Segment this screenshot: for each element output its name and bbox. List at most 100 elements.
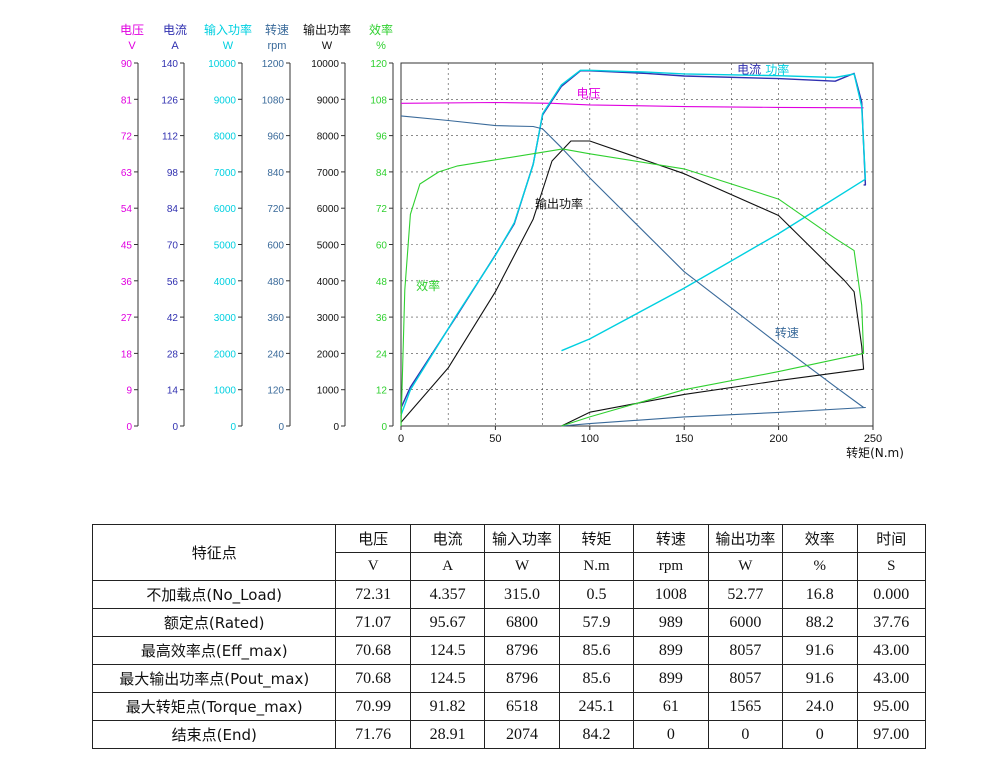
col-header-time: 时间 (856, 524, 927, 553)
unit-speed: rpm (633, 552, 709, 581)
unit-output-power: W (707, 552, 784, 581)
axis-tick-label: 45 (121, 241, 133, 252)
axis-unit: rpm (268, 40, 287, 52)
table-cell: 8796 (484, 664, 560, 693)
table-cell: 899 (633, 664, 709, 693)
table-row: 最大转矩点(Torque_max) 70.99 91.82 6518 245.1 61 15… (91, 692, 927, 721)
axis-tick-label: 840 (267, 168, 284, 179)
axis-title: 电压 (120, 23, 144, 37)
axis-tick-label: 8000 (317, 132, 340, 143)
axis-tick-label: 3000 (214, 313, 237, 324)
table-cell: 85.6 (558, 636, 635, 665)
axis-tick-label: 96 (376, 132, 388, 143)
row-label: 额定点(Rated) (91, 608, 337, 637)
x-tick-label: 0 (398, 433, 404, 445)
table-cell: 8057 (707, 636, 784, 665)
table-cell: 0.5 (558, 580, 635, 609)
axis-tick-label: 3000 (317, 313, 340, 324)
table-cell: 0 (633, 720, 709, 749)
axis-unit: V (128, 40, 136, 52)
axis-title: 输入功率 (204, 22, 252, 37)
axis-tick-label: 4000 (317, 277, 340, 288)
table-cell: 6000 (707, 608, 784, 637)
axis-tick-label: 84 (376, 168, 388, 179)
series-annotation: 转速 (775, 325, 799, 340)
axis-tick-label: 42 (167, 313, 179, 324)
row-label: 最大输出功率点(Pout_max) (91, 664, 337, 693)
table-cell: 989 (633, 608, 709, 637)
table-cell: 315.0 (484, 580, 560, 609)
table-cell: 72.31 (335, 580, 411, 609)
table-cell: 95.00 (856, 692, 927, 721)
axis-tick-label: 5000 (317, 241, 340, 252)
axis-tick-label: 72 (121, 132, 133, 143)
axis-tick-label: 24 (376, 349, 388, 360)
unit-efficiency: % (782, 552, 858, 581)
axis-title: 转速 (265, 22, 289, 37)
unit-time: S (856, 552, 927, 581)
table-body: 不加载点(No_Load) 72.31 4.357 315.0 0.5 1008 52.77… (91, 580, 927, 749)
row-label: 不加载点(No_Load) (91, 580, 337, 609)
axis-tick-label: 9 (126, 386, 132, 397)
axis-tick-label: 63 (121, 168, 133, 179)
axis-tick-label: 18 (121, 349, 133, 360)
axis-tick-label: 120 (267, 386, 284, 397)
table-cell: 71.07 (335, 608, 411, 637)
table-cell: 124.5 (409, 664, 486, 693)
table-cell: 70.68 (335, 664, 411, 693)
col-header-output-power: 输出功率 (707, 524, 784, 553)
table-cell: 1008 (633, 580, 709, 609)
table-cell: 43.00 (856, 636, 927, 665)
axis-tick-label: 7000 (214, 168, 237, 179)
table-corner-header: 特征点 (91, 524, 337, 581)
unit-input-power: W (484, 552, 560, 581)
table-cell: 245.1 (558, 692, 635, 721)
axis-tick-label: 140 (161, 59, 178, 70)
table-cell: 16.8 (782, 580, 858, 609)
table-cell: 0 (707, 720, 784, 749)
table-cell: 8796 (484, 636, 560, 665)
table-row: 最高效率点(Eff_max) 70.68 124.5 8796 85.6 899 8057 9… (91, 636, 927, 665)
col-header-efficiency: 效率 (782, 524, 858, 553)
series-line (400, 69, 867, 416)
table-cell: 91.6 (782, 664, 858, 693)
axis-tick-label: 2000 (317, 349, 340, 360)
axis-tick-label: 6000 (214, 204, 237, 215)
row-label: 结束点(End) (91, 720, 337, 749)
x-tick-label: 200 (769, 433, 787, 445)
axis-tick-label: 4000 (214, 277, 237, 288)
table-row: 不加载点(No_Load) 72.31 4.357 315.0 0.5 1008 52.77… (91, 580, 927, 609)
table-cell: 899 (633, 636, 709, 665)
y-axes-group: 电压 V 0 9 18 27 36 45 54 63 72 81 90 电流 A 0 14 28 42 56 70 84 9… (120, 22, 394, 433)
axis-tick-label: 0 (230, 422, 236, 433)
axis-tick-label: 9000 (317, 95, 340, 106)
table-cell: 84.2 (558, 720, 635, 749)
series-line (400, 140, 865, 427)
axis-tick-label: 0 (278, 422, 284, 433)
table-cell: 85.6 (558, 664, 635, 693)
col-header-current: 电流 (409, 524, 486, 553)
axis-tick-label: 0 (333, 422, 339, 433)
axis-tick-label: 0 (381, 422, 387, 433)
axis-tick-label: 5000 (214, 241, 237, 252)
axis-tick-label: 7000 (317, 168, 340, 179)
unit-torque: N.m (558, 552, 635, 581)
series-annotation: 功率 (765, 62, 789, 77)
axis-tick-label: 240 (267, 349, 284, 360)
axis-tick-label: 1000 (214, 386, 237, 397)
axis-tick-label: 600 (267, 241, 284, 252)
series-annotation: 电压 (577, 86, 601, 100)
table-cell: 0 (782, 720, 858, 749)
axis-tick-label: 480 (267, 277, 284, 288)
axis-tick-label: 108 (370, 95, 387, 106)
series-annotation: 电流 (737, 62, 761, 76)
axis-tick-label: 720 (267, 204, 284, 215)
axis-tick-label: 10000 (311, 59, 339, 70)
axis-tick-label: 81 (121, 95, 133, 106)
series-annotation: 输出功率 (535, 196, 583, 211)
axis-title: 输出功率 (303, 22, 351, 37)
table-row: 最大输出功率点(Pout_max) 70.68 124.5 8796 85.6 899 80… (91, 664, 927, 693)
axis-tick-label: 6000 (317, 204, 340, 215)
axis-tick-label: 2000 (214, 349, 237, 360)
